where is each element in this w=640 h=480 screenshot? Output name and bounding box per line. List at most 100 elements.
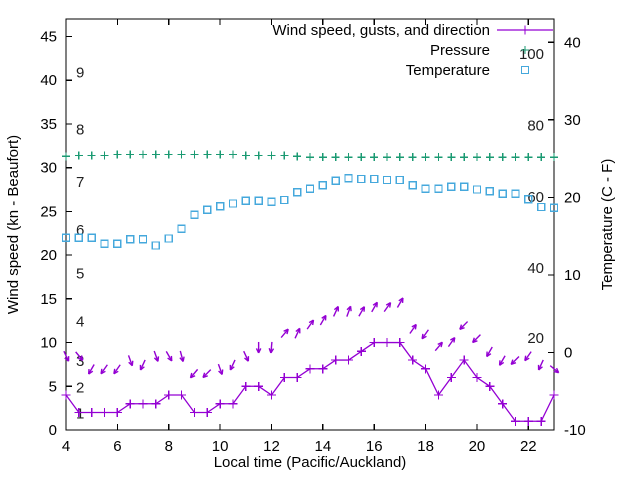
gust-direction-arrow xyxy=(268,341,275,354)
gust-direction-arrow xyxy=(447,336,456,348)
y-axis-tick-label: 20 xyxy=(40,247,57,264)
gust-direction-arrow xyxy=(100,364,108,375)
beaufort-scale-label: 6 xyxy=(76,222,84,239)
temperature-point xyxy=(344,174,353,183)
temperature-point xyxy=(511,189,520,199)
gust-direction-arrow xyxy=(371,301,378,313)
gust-direction-arrow xyxy=(179,350,185,362)
x-axis-tick-label: 20 xyxy=(469,438,486,455)
y-axis-tick-label: 40 xyxy=(40,72,57,89)
beaufort-scale-label: 7 xyxy=(76,174,84,191)
gust-direction-arrow xyxy=(498,355,506,366)
gust-direction-arrow xyxy=(202,369,212,379)
y-axis-tick-label: 10 xyxy=(40,335,57,352)
gust-direction-arrow xyxy=(472,334,481,344)
gust-direction-arrow xyxy=(510,356,520,365)
y2-axis-tick-label: 30 xyxy=(564,112,581,129)
gust-direction-arrow xyxy=(217,363,224,375)
gust-direction-arrow xyxy=(294,327,301,339)
gust-direction-arrow xyxy=(434,341,443,352)
gust-direction-arrow xyxy=(358,306,366,317)
x-axis-tick-label: 14 xyxy=(314,438,331,455)
temperature-point xyxy=(74,233,83,242)
beaufort-scale-label: 3 xyxy=(76,353,84,370)
temperature-point xyxy=(485,187,494,196)
gust-direction-arrow xyxy=(306,319,315,330)
temperature-point xyxy=(370,174,379,184)
temperature-point xyxy=(357,174,366,184)
y-axis-tick-label: 30 xyxy=(40,160,57,177)
y-axis-tick-label: 0 xyxy=(49,422,57,439)
gust-direction-arrow xyxy=(409,323,417,334)
gust-direction-arrow xyxy=(396,297,404,308)
beaufort-scale-label: 8 xyxy=(76,121,84,138)
temperature-point xyxy=(177,224,186,234)
temperature-point xyxy=(434,184,443,193)
temperature-point xyxy=(113,239,122,248)
y2-axis-tick-label: 0 xyxy=(564,344,572,361)
temperature-point xyxy=(408,180,417,190)
y2-axis-tick-label: 40 xyxy=(564,34,581,51)
beaufort-scale-label: 1 xyxy=(76,406,84,423)
beaufort-scale-label: 4 xyxy=(76,314,84,331)
temperature-point xyxy=(254,196,263,206)
gust-direction-arrow xyxy=(280,328,289,339)
legend-label-temperature: Temperature xyxy=(406,62,490,79)
temperature-point xyxy=(138,235,148,244)
y2-axis-tick-label: 10 xyxy=(564,267,581,284)
gust-direction-arrow xyxy=(332,305,340,317)
gust-direction-arrow xyxy=(383,302,392,313)
beaufort-scale-label: 2 xyxy=(76,379,84,396)
temperature-point xyxy=(267,197,276,206)
gust-direction-arrow xyxy=(127,355,134,367)
y2-axis-tick-label: -10 xyxy=(564,422,586,439)
temperature-point xyxy=(472,185,482,194)
temperature-point xyxy=(100,239,109,248)
fahrenheit-scale-label: 40 xyxy=(527,260,544,277)
plot-border xyxy=(65,18,555,431)
y-axis-tick-label: 25 xyxy=(40,203,57,220)
x-axis-tick-label: 22 xyxy=(520,438,537,455)
x-axis-tick-label: 12 xyxy=(263,438,280,455)
y-axis-tick-label: 35 xyxy=(40,116,57,133)
temperature-point xyxy=(331,176,340,185)
beaufort-scale-label: 5 xyxy=(76,266,84,283)
gust-direction-arrow xyxy=(75,351,84,361)
temperature-point xyxy=(164,234,173,243)
y-axis-tick-label: 5 xyxy=(49,378,57,395)
x-axis-tick-label: 6 xyxy=(113,438,121,455)
x-axis-tick-label: 8 xyxy=(165,438,173,455)
temperature-point xyxy=(228,199,238,208)
gust-direction-arrow xyxy=(165,351,173,362)
fahrenheit-scale-label: 80 xyxy=(527,117,544,134)
wind-speed-line xyxy=(65,341,555,422)
gust-direction-arrow xyxy=(255,341,262,354)
gust-direction-arrow xyxy=(537,359,544,371)
gust-direction-arrow xyxy=(153,350,160,362)
temperature-point xyxy=(293,187,302,197)
gust-direction-arrow xyxy=(243,350,250,362)
x-axis-tick-label: 10 xyxy=(212,438,229,455)
fahrenheit-scale-label: 20 xyxy=(527,330,544,347)
gust-direction-arrow xyxy=(549,365,560,374)
temperature-point xyxy=(498,189,507,199)
legend-swatch-temperature xyxy=(520,65,530,75)
x-axis-title: Local time (Pacific/Auckland) xyxy=(214,454,407,471)
beaufort-scale-label: 9 xyxy=(76,64,84,81)
temperature-point xyxy=(305,184,315,193)
temperature-point xyxy=(241,196,250,206)
x-axis-tick-label: 18 xyxy=(417,438,434,455)
temperature-point xyxy=(537,202,546,212)
gust-direction-arrow xyxy=(229,359,236,371)
legend-label-pressure: Pressure xyxy=(430,42,490,59)
temperature-point xyxy=(280,195,289,205)
temperature-point xyxy=(215,201,225,211)
temperature-point xyxy=(459,182,469,192)
legend-label-wind: Wind speed, gusts, and direction xyxy=(272,22,490,39)
gust-direction-arrow xyxy=(113,364,121,375)
gust-direction-arrow xyxy=(87,364,95,375)
gust-direction-arrow xyxy=(63,350,70,362)
temperature-point xyxy=(126,235,135,244)
temperature-point xyxy=(151,241,161,250)
